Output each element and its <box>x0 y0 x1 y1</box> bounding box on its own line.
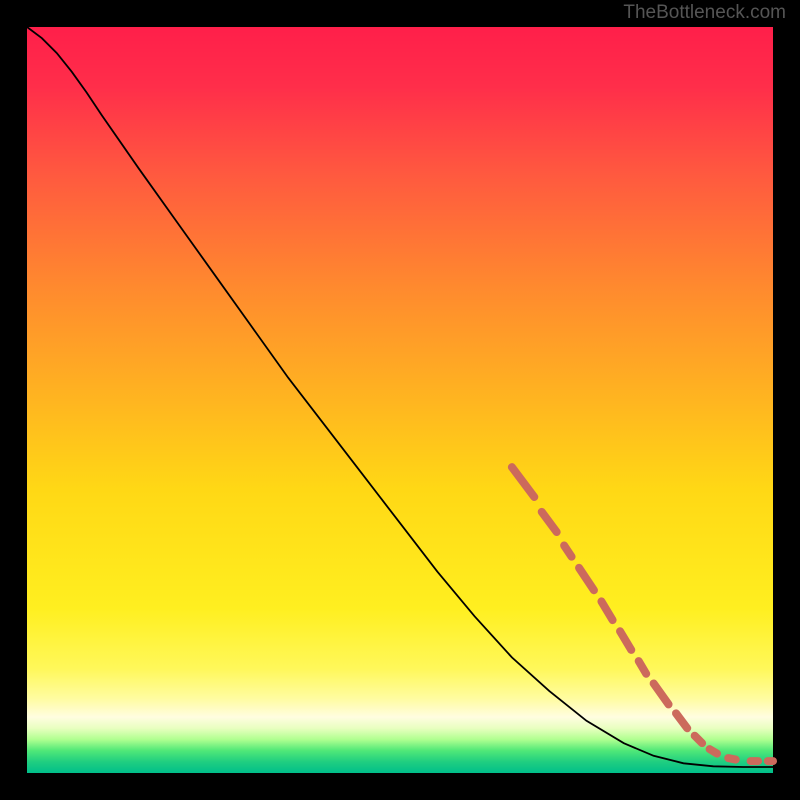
highlighted-dash <box>710 749 717 753</box>
highlighted-dash <box>728 758 735 759</box>
attribution-text: TheBottleneck.com <box>623 2 786 24</box>
plot-background <box>27 27 773 773</box>
highlighted-dash <box>695 736 702 743</box>
chart-container: { "attribution": "TheBottleneck.com", "c… <box>0 0 800 800</box>
chart-svg <box>0 0 800 800</box>
